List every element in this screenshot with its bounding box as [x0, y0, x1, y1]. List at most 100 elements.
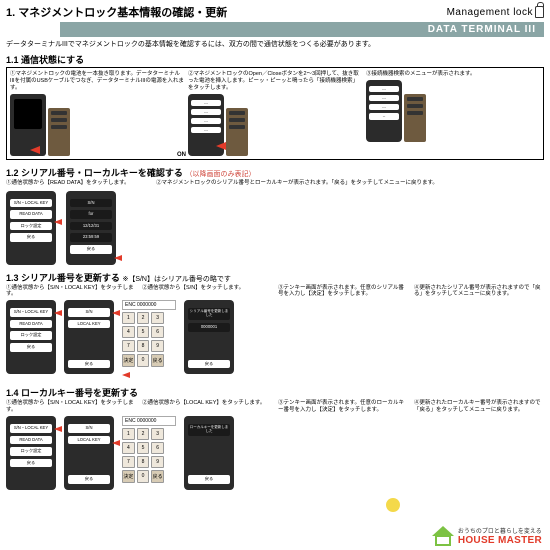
info-line: S/N: [70, 199, 112, 208]
arrow-icon: [30, 146, 40, 154]
device-pair-2: --- --- --- ---: [188, 94, 362, 156]
footer-brand: HOUSE MASTER: [458, 535, 542, 546]
key-9[interactable]: 9: [151, 340, 164, 352]
s13-step4-text: ④更新されたシリアル番号が表示されますので「戻る」をタッチしてメニューに戻ります…: [414, 285, 544, 299]
key-back[interactable]: 戻る: [151, 470, 164, 483]
menu-button[interactable]: ロック設定: [10, 222, 52, 231]
key-9[interactable]: 9: [151, 456, 164, 468]
key-8[interactable]: 8: [137, 456, 150, 468]
menu-button[interactable]: ロック設定: [10, 331, 52, 340]
arrow-icon: [112, 310, 120, 316]
key-0[interactable]: 0: [137, 354, 150, 367]
key-2[interactable]: 2: [137, 312, 150, 324]
s12-step1: ①通信状態から【READ DATA】をタッチします。: [6, 180, 146, 187]
s14-keypad: ENC 0000000 1 2 3 4 5 6 7 8 9 決定 0 戻る: [122, 416, 176, 496]
s14-step2-text: ②通信状態から【LOCAL KEY】をタッチします。: [142, 400, 272, 414]
s14-screen4: ローカルキーを更新しました 戻る: [184, 416, 234, 490]
arrow-icon: [114, 255, 122, 261]
s14-screen2: S/N LOCAL KEY 戻る: [64, 416, 114, 490]
menu-button[interactable]: S/N・LOCAL KEY: [10, 424, 52, 433]
menu-button[interactable]: READ DATA: [10, 320, 52, 329]
key-back[interactable]: 戻る: [151, 354, 164, 367]
menu-button[interactable]: 戻る: [10, 343, 52, 352]
sn-button[interactable]: S/N: [68, 308, 110, 317]
key-4[interactable]: 4: [122, 442, 135, 454]
key-4[interactable]: 4: [122, 326, 135, 338]
result-text: ローカルキーを更新しました: [188, 424, 230, 436]
key-6[interactable]: 6: [151, 326, 164, 338]
menu-button[interactable]: S/N・LOCAL KEY: [10, 308, 52, 317]
keypad: 1 2 3 4 5 6 7 8 9 決定 0 戻る: [122, 312, 164, 367]
key-1[interactable]: 1: [122, 312, 135, 324]
key-enter[interactable]: 決定: [122, 470, 135, 483]
sn-button[interactable]: S/N: [68, 424, 110, 433]
data-terminal-bar: DATA TERMINAL III: [60, 22, 544, 37]
menu-button[interactable]: READ DATA: [10, 436, 52, 445]
s13-note: ※【S/N】はシリアル番号の略です: [122, 276, 230, 283]
key-6[interactable]: 6: [151, 442, 164, 454]
key-enter[interactable]: 決定: [122, 354, 135, 367]
lock-icon: [535, 6, 544, 18]
section-1-1-box: ①マネジメントロックの電池を一本抜き取ります。データターミナルIIIを付属のUS…: [6, 67, 544, 160]
terminal-screen-icon: --- --- --- --: [366, 80, 402, 142]
localkey-button[interactable]: LOCAL KEY: [68, 436, 110, 445]
on-label: ON: [177, 152, 186, 158]
key-5[interactable]: 5: [137, 442, 150, 454]
section-1-4-title: 1.4 ローカルキー番号を更新する: [0, 384, 550, 400]
key-8[interactable]: 8: [137, 340, 150, 352]
brand-label: Management lock: [447, 6, 544, 18]
lock-device-icon: [404, 94, 426, 142]
device-pair-1: ON: [10, 94, 184, 156]
key-0[interactable]: 0: [137, 470, 150, 483]
key-7[interactable]: 7: [122, 340, 135, 352]
section-1-1-title: 1.1 通信状態にする: [0, 51, 550, 67]
back-button[interactable]: 戻る: [68, 475, 110, 484]
s14-screen1: S/N・LOCAL KEY READ DATA ロック設定 戻る: [6, 416, 56, 490]
lock-device-icon: [48, 108, 70, 156]
back-button[interactable]: 戻る: [70, 245, 112, 254]
s12-title-text: 1.2 シリアル番号・ローカルキーを確認する: [6, 168, 183, 178]
menu-item: ---: [191, 100, 221, 106]
info-line: for: [70, 210, 112, 219]
arrow-icon: [54, 426, 62, 432]
menu-item: ---: [369, 86, 399, 92]
localkey-button[interactable]: LOCAL KEY: [68, 320, 110, 329]
s11-step2-text: ②マネジメントロックのOpen／Closeボタンを2〜3回押して、抜き取った電池…: [188, 71, 362, 92]
s12-step2: ②マネジメントロックのシリアル番号とローカルキーが表示されます。「戻る」をタッチ…: [156, 180, 544, 187]
menu-button[interactable]: 戻る: [10, 459, 52, 468]
menu-item: ---: [369, 95, 399, 101]
menu-item: ---: [191, 109, 221, 115]
s11-step1: ①マネジメントロックの電池を一本抜き取ります。データターミナルIIIを付属のUS…: [10, 71, 184, 156]
key-7[interactable]: 7: [122, 456, 135, 468]
result-value: 0000001: [188, 323, 230, 332]
menu-button[interactable]: S/N・LOCAL KEY: [10, 199, 52, 208]
s13-screen1: S/N・LOCAL KEY READ DATA ロック設定 戻る: [6, 300, 56, 374]
back-button[interactable]: 戻る: [68, 360, 110, 369]
footer-logo: おうちのプロと暮らしを変える HOUSE MASTER: [432, 526, 542, 546]
header: 1. マネジメントロック基本情報の確認・更新 Management lock: [0, 0, 550, 22]
house-icon: [432, 526, 454, 546]
key-5[interactable]: 5: [137, 326, 150, 338]
back-button[interactable]: 戻る: [188, 360, 230, 369]
key-3[interactable]: 3: [151, 428, 164, 440]
arrow-icon: [122, 372, 130, 378]
s12-screen2: S/N for 12/12/31 23:59:59 戻る: [66, 191, 116, 265]
back-button[interactable]: 戻る: [188, 475, 230, 484]
menu-button[interactable]: ロック設定: [10, 447, 52, 456]
s13-step3-text: ③テンキー画面が表示されます。任意のシリアル番号を入力し【決定】をタッチします。: [278, 285, 408, 299]
arrow-icon: [54, 219, 62, 225]
keypad-display: ENC 0000000: [122, 416, 176, 426]
s11-step1-text: ①マネジメントロックの電池を一本抜き取ります。データターミナルIIIを付属のUS…: [10, 71, 184, 92]
s14-step3-text: ③テンキー画面が表示されます。任意のローカルキー番号を入力し【決定】をタッチしま…: [278, 400, 408, 414]
menu-button[interactable]: READ DATA: [10, 210, 52, 219]
s13-screen2: S/N LOCAL KEY 戻る: [64, 300, 114, 374]
s13-screen4: シリアル番号を更新しました 0000001 戻る: [184, 300, 234, 374]
section-1-2-title: 1.2 シリアル番号・ローカルキーを確認する （以降画面のみ表記）: [0, 164, 550, 180]
menu-item: ---: [191, 118, 221, 124]
key-2[interactable]: 2: [137, 428, 150, 440]
key-1[interactable]: 1: [122, 428, 135, 440]
menu-button[interactable]: 戻る: [10, 233, 52, 242]
key-3[interactable]: 3: [151, 312, 164, 324]
s13-step2-text: ②通信状態から【S/N】をタッチします。: [142, 285, 272, 299]
menu-item: --: [369, 113, 399, 119]
